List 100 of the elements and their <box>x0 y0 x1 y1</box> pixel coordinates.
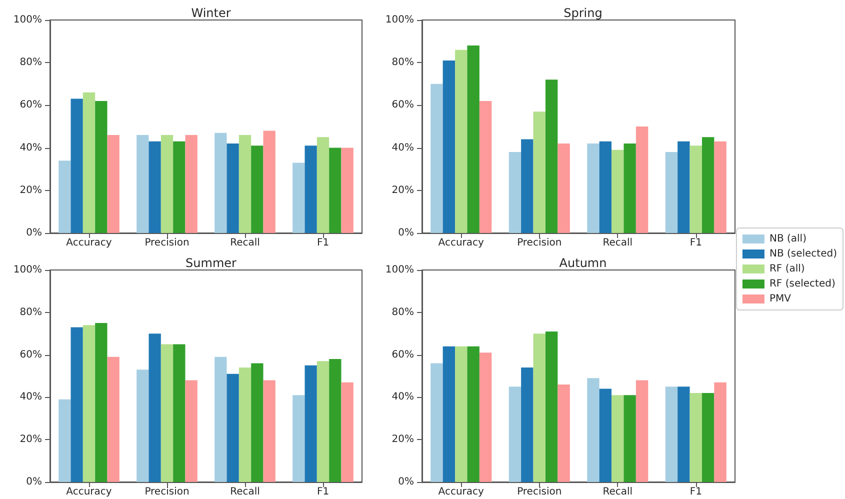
bar <box>148 334 161 482</box>
bar <box>329 148 342 233</box>
legend-label: PMV <box>769 294 792 304</box>
bar <box>508 152 522 233</box>
bar <box>690 146 702 233</box>
chart-title: Winter <box>191 6 231 20</box>
bar <box>430 84 443 233</box>
y-tick-label: 0% <box>26 476 42 488</box>
bar <box>329 359 342 482</box>
x-tick-label: Accuracy <box>66 486 112 498</box>
bar <box>251 363 264 482</box>
bar <box>587 378 600 482</box>
x-tick-label: Accuracy <box>438 486 484 498</box>
bar <box>185 135 198 233</box>
bar <box>238 368 252 482</box>
x-tick-label: Accuracy <box>438 238 484 248</box>
y-tick-label: 80% <box>392 306 414 318</box>
bar <box>238 135 252 233</box>
y-tick-label: 60% <box>20 100 42 111</box>
x-tick-label: Precision <box>517 238 562 248</box>
bar <box>226 144 239 233</box>
bar <box>599 141 612 233</box>
bar <box>665 152 678 233</box>
bar <box>702 137 714 233</box>
x-tick-label: Recall <box>602 486 633 498</box>
bar <box>636 380 648 482</box>
chart-title: Spring <box>564 6 602 20</box>
bar <box>70 98 83 233</box>
bar <box>430 363 443 482</box>
bar <box>690 392 702 482</box>
bar <box>636 126 648 233</box>
x-tick-label: F1 <box>316 238 330 248</box>
y-tick-label: 80% <box>20 306 42 318</box>
bar <box>455 346 468 482</box>
bar <box>58 399 71 482</box>
bar <box>58 160 71 233</box>
x-tick-label: Precision <box>144 486 190 498</box>
bar <box>160 344 174 482</box>
bar <box>558 144 570 233</box>
y-tick-label: 20% <box>392 184 414 196</box>
bar <box>678 141 690 233</box>
legend-label: NB (all) <box>769 234 807 244</box>
bar <box>107 135 120 233</box>
bar <box>624 144 636 233</box>
bar <box>95 323 108 482</box>
bar <box>292 395 305 482</box>
y-tick-label: 100% <box>385 264 414 276</box>
bar <box>148 141 161 233</box>
bar <box>82 92 96 233</box>
bar <box>599 388 612 482</box>
bar <box>214 356 227 482</box>
x-tick-label: Accuracy <box>66 238 112 248</box>
bar <box>467 46 480 233</box>
bar <box>678 386 690 482</box>
bar <box>545 80 558 233</box>
chart-title: Summer <box>186 256 237 270</box>
bar <box>702 392 714 482</box>
y-tick-label: 0% <box>26 228 42 238</box>
bar <box>612 395 624 482</box>
legend-label: RF (selected) <box>769 278 836 290</box>
y-tick-label: 100% <box>13 264 42 276</box>
bar <box>612 150 624 233</box>
bar <box>173 344 186 482</box>
y-tick-label: 20% <box>20 434 42 446</box>
bar <box>714 141 726 233</box>
bar <box>479 100 492 233</box>
x-tick-label: Precision <box>517 486 562 498</box>
bar <box>624 395 636 482</box>
bar <box>455 50 468 233</box>
bar <box>263 130 276 233</box>
y-tick-label: 40% <box>392 142 414 154</box>
y-tick-label: 100% <box>13 14 42 26</box>
x-tick-label: F1 <box>690 238 702 248</box>
y-tick-label: 100% <box>385 14 414 26</box>
legend-label: RF (all) <box>769 264 805 274</box>
x-tick-label: Recall <box>230 238 260 248</box>
bar <box>533 112 546 233</box>
bar <box>292 162 305 233</box>
bar <box>173 141 186 233</box>
bar <box>304 365 317 482</box>
bar <box>316 137 330 233</box>
bar <box>341 148 354 233</box>
bar <box>442 60 456 233</box>
y-tick-label: 60% <box>392 349 414 360</box>
bar <box>665 386 678 482</box>
bar <box>558 384 570 482</box>
y-tick-label: 20% <box>20 184 42 196</box>
bar <box>316 361 330 482</box>
chart-title: Autumn <box>559 256 607 270</box>
bar <box>479 352 492 482</box>
bar <box>95 100 108 233</box>
bar <box>442 346 456 482</box>
y-tick-label: 0% <box>398 476 414 488</box>
bar <box>304 146 317 233</box>
bar <box>136 370 149 482</box>
bar <box>341 382 354 482</box>
x-tick-label: Recall <box>230 486 260 498</box>
bar <box>533 334 546 482</box>
bar <box>107 356 120 482</box>
bar <box>251 146 264 233</box>
